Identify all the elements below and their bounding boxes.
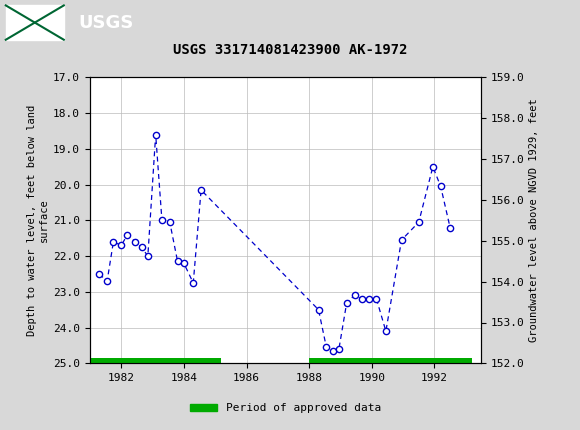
Legend: Period of approved data: Period of approved data [185,399,386,418]
Bar [6,6,64,40]
Text: USGS: USGS [78,14,133,31]
Y-axis label: Groundwater level above NGVD 1929, feet: Groundwater level above NGVD 1929, feet [529,98,539,342]
Y-axis label: Depth to water level, feet below land
surface: Depth to water level, feet below land su… [27,105,49,336]
Text: USGS 331714081423900 AK-1972: USGS 331714081423900 AK-1972 [173,43,407,57]
